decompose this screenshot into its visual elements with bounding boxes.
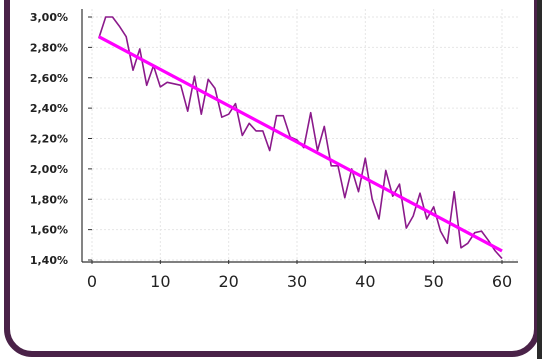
x-tick-label: 20: [218, 272, 238, 291]
y-tick-label: 2,20%: [30, 133, 68, 146]
chart-frame: [4, 0, 540, 357]
y-tick-label: 1,80%: [30, 193, 68, 206]
axes: [81, 9, 518, 264]
x-tick-label: 10: [150, 272, 170, 291]
series-lines: [98, 16, 503, 260]
y-tick-label: 2,60%: [30, 72, 68, 85]
x-tick-label: 0: [87, 272, 97, 291]
y-tick-label: 2,40%: [30, 102, 68, 115]
y-tick-label: 1,40%: [30, 254, 68, 267]
data-line: [98, 16, 503, 260]
trend-line: [98, 35, 503, 253]
y-tick-label: 1,60%: [30, 224, 68, 237]
x-tick-labels: 0 10 20 30 40 50 60: [87, 272, 512, 291]
x-tick-label: 50: [423, 272, 443, 291]
y-tick-label: 3,00%: [30, 11, 68, 24]
y-tick-labels: 1,40% 1,60% 1,80% 2,00% 2,20% 2,40% 2,60% 2,80%…: [30, 11, 68, 267]
x-tick-label: 30: [287, 272, 307, 291]
y-tick-label: 2,80%: [30, 41, 68, 54]
x-tick-label: 60: [492, 272, 512, 291]
y-tick-label: 2,00%: [30, 163, 68, 176]
frame-edge-shadow: [537, 0, 542, 359]
x-tick-label: 40: [355, 272, 375, 291]
grid-lines: [91, 9, 518, 261]
